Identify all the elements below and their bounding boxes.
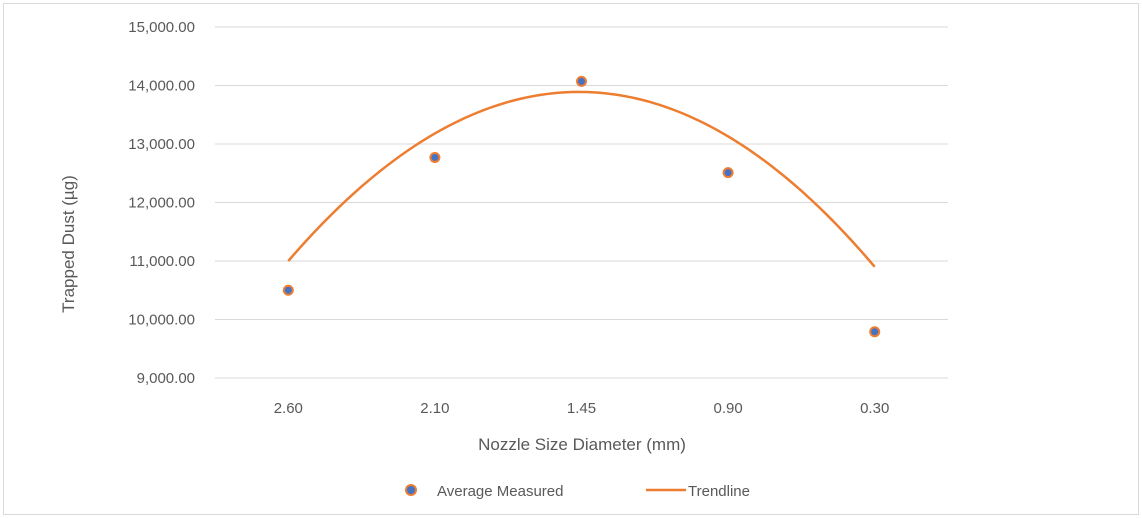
legend-label-average-measured: Average Measured — [437, 483, 563, 500]
chart-frame — [3, 3, 1139, 515]
x-axis-title: Nozzle Size Diameter (mm) — [478, 435, 686, 454]
x-tick-label: 1.45 — [567, 400, 596, 417]
y-tick-label: 15,000.00 — [128, 19, 195, 36]
legend-marker-average-measured — [405, 484, 417, 496]
x-tick-label: 0.90 — [713, 400, 742, 417]
data-point — [282, 284, 294, 296]
y-tick-labels: 9,000.00 10,000.00 11,000.00 12,000.00 13,00… — [128, 19, 195, 387]
x-tick-label: 2.10 — [420, 400, 449, 417]
y-axis-title: Trapped Dust (µg) — [59, 175, 78, 313]
trendline-curve — [287, 90, 876, 268]
y-tick-label: 13,000.00 — [128, 136, 195, 153]
y-tick-label: 11,000.00 — [129, 253, 195, 270]
data-point — [869, 326, 881, 338]
data-points — [282, 75, 881, 338]
y-tick-label: 14,000.00 — [128, 78, 195, 95]
y-tick-label: 10,000.00 — [128, 312, 195, 329]
legend: Average Measured Trendline — [405, 483, 750, 500]
data-point — [429, 151, 441, 163]
x-tick-label: 0.30 — [860, 400, 889, 417]
y-tick-label: 12,000.00 — [128, 195, 195, 212]
x-tick-label: 2.60 — [274, 400, 303, 417]
data-point — [576, 75, 587, 87]
legend-label-trendline: Trendline — [688, 483, 750, 500]
data-point — [722, 167, 734, 179]
x-tick-labels: 2.60 2.10 1.45 0.90 0.30 — [274, 400, 890, 417]
y-tick-label: 9,000.00 — [137, 370, 195, 387]
